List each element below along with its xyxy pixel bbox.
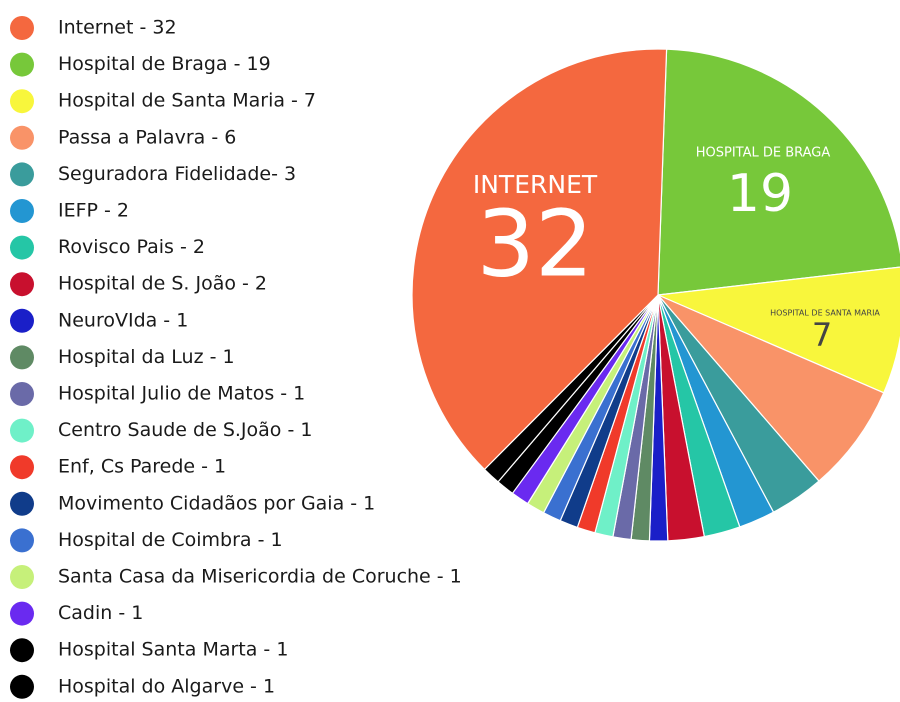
legend-label: Passa a Palavra - 6 bbox=[58, 126, 236, 148]
slice-value: 19 bbox=[727, 164, 793, 224]
legend-label: Centro Saude de S.João - 1 bbox=[58, 419, 312, 441]
legend-swatch bbox=[10, 674, 34, 699]
legend-label: Enf, Cs Parede - 1 bbox=[58, 456, 226, 478]
pie-slice bbox=[657, 294, 885, 482]
legend-swatch bbox=[10, 16, 34, 40]
legend-swatch bbox=[10, 638, 34, 663]
legend-swatch bbox=[10, 162, 34, 187]
legend-label: Movimento Cidadãos por Gaia - 1 bbox=[58, 492, 375, 514]
legend-label: Hospital da Luz - 1 bbox=[58, 346, 235, 368]
legend-swatch bbox=[10, 308, 34, 333]
legend-label: Rovisco Pais - 2 bbox=[58, 236, 205, 258]
legend-swatch bbox=[10, 528, 34, 553]
legend-swatch bbox=[10, 199, 34, 223]
legend-label: Hospital de Braga - 19 bbox=[58, 53, 271, 75]
pie-slice bbox=[655, 266, 900, 394]
slice-name: INTERNET bbox=[473, 170, 598, 199]
legend-swatch bbox=[10, 125, 34, 150]
legend-label: Hospital de Coimbra - 1 bbox=[58, 529, 283, 551]
legend-swatch bbox=[10, 491, 34, 516]
legend-label: Hospital do Algarve - 1 bbox=[58, 675, 275, 697]
legend-label: NeuroVIda - 1 bbox=[58, 309, 188, 331]
legend-label: Cadin - 1 bbox=[58, 602, 143, 624]
legend-swatch bbox=[10, 455, 34, 480]
legend-swatch bbox=[10, 601, 34, 626]
legend-swatch bbox=[10, 382, 34, 406]
legend-swatch bbox=[10, 235, 34, 260]
legend-label: Internet - 32 bbox=[58, 17, 177, 39]
legend-swatch bbox=[10, 272, 34, 297]
legend-swatch bbox=[10, 418, 34, 443]
legend-label: Hospital de S. João - 2 bbox=[58, 273, 267, 295]
slice-value: 7 bbox=[812, 316, 832, 354]
slice-name: HOSPITAL DE SANTA MARIA bbox=[770, 309, 880, 318]
legend-label: Hospital Santa Marta - 1 bbox=[58, 639, 288, 661]
legend-label: Hospital de Santa Maria - 7 bbox=[58, 90, 316, 112]
pie-slice bbox=[411, 48, 668, 471]
pie-slice bbox=[657, 48, 900, 296]
legend-label: IEFP - 2 bbox=[58, 200, 129, 222]
legend-swatch bbox=[10, 345, 34, 370]
legend-swatch bbox=[10, 89, 34, 114]
legend-label: Hospital Julio de Matos - 1 bbox=[58, 383, 305, 405]
slice-name: HOSPITAL DE BRAGA bbox=[696, 146, 831, 161]
legend-swatch bbox=[10, 565, 34, 589]
legend-swatch bbox=[10, 52, 34, 77]
slice-value: 32 bbox=[476, 190, 593, 297]
legend-label: Seguradora Fidelidade- 3 bbox=[58, 163, 296, 185]
legend-label: Santa Casa da Misericordia de Coruche - … bbox=[58, 566, 462, 588]
